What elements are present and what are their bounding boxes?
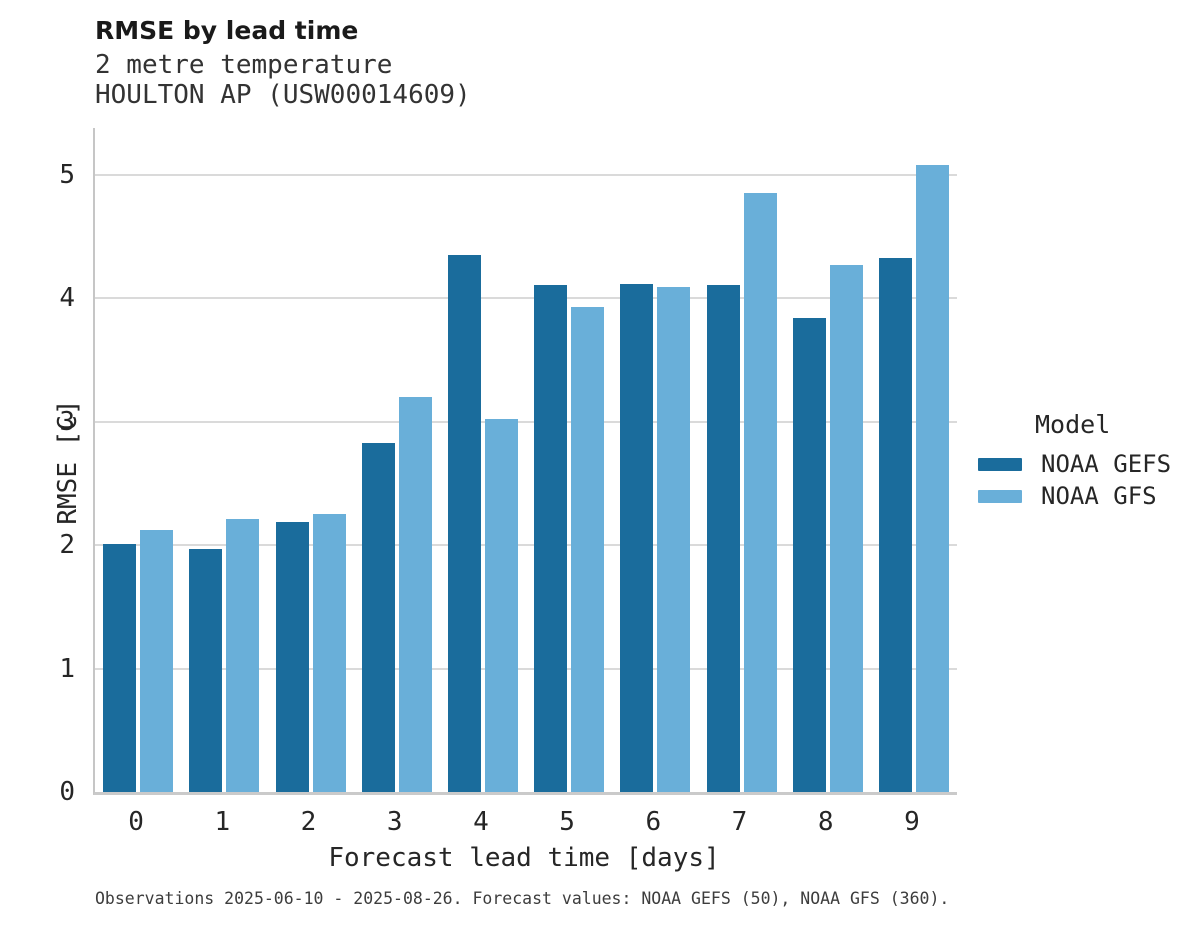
legend-label-gfs: NOAA GFS — [1041, 482, 1157, 510]
bar-noaa-gefs-day-0 — [103, 543, 137, 792]
bar-noaa-gefs-day-9 — [878, 257, 912, 792]
x-tick-label-9: 9 — [904, 807, 920, 837]
y-tick-label-2: 2 — [59, 530, 75, 561]
x-tick-label-3: 3 — [386, 807, 403, 837]
bar-noaa-gefs-day-5 — [534, 284, 568, 792]
gridline-y-5 — [95, 173, 957, 176]
legend-title: Model — [1035, 410, 1111, 439]
bar-noaa-gfs-day-5 — [571, 307, 605, 792]
chart-title: RMSE by lead time — [95, 16, 359, 45]
bar-noaa-gefs-day-6 — [620, 283, 654, 792]
bar-noaa-gfs-day-2 — [312, 514, 346, 792]
chart-subtitle-variable: 2 metre temperature — [95, 50, 393, 80]
legend: Model NOAA GEFS NOAA GFS — [978, 410, 1193, 512]
chart-subtitle-station: HOULTON AP (USW00014609) — [95, 80, 471, 110]
bar-noaa-gefs-day-1 — [189, 548, 223, 792]
bar-noaa-gfs-day-8 — [829, 265, 863, 792]
gefs-swatch-icon — [978, 457, 1022, 471]
x-axis-label: Forecast lead time [days] — [328, 843, 720, 873]
legend-item-noaa-gfs: NOAA GFS — [978, 480, 1193, 512]
bar-noaa-gefs-day-7 — [706, 284, 740, 792]
bar-noaa-gfs-day-1 — [226, 519, 260, 792]
x-tick-label-2: 2 — [300, 807, 317, 837]
gridline-y-3 — [95, 420, 957, 423]
legend-label-gefs: NOAA GEFS — [1041, 450, 1172, 478]
bar-noaa-gefs-day-8 — [792, 318, 826, 792]
bar-noaa-gfs-day-3 — [398, 397, 432, 792]
y-tick-label-3: 3 — [59, 406, 75, 437]
y-tick-label-5: 5 — [59, 159, 75, 190]
x-tick-label-7: 7 — [731, 807, 748, 837]
legend-item-noaa-gefs: NOAA GEFS — [978, 448, 1193, 480]
x-tick-label-4: 4 — [473, 807, 489, 837]
bar-noaa-gfs-day-6 — [657, 287, 691, 792]
y-tick-label-0: 0 — [59, 777, 75, 807]
gridline-y-4 — [95, 297, 957, 300]
y-tick-label-4: 4 — [59, 283, 75, 314]
x-tick-label-1: 1 — [214, 807, 231, 837]
gridline-y-1 — [95, 667, 957, 670]
gfs-swatch-icon — [978, 489, 1022, 503]
bar-noaa-gefs-day-3 — [361, 442, 395, 792]
bar-noaa-gefs-day-2 — [275, 521, 309, 792]
footer-note: Observations 2025-06-10 - 2025-08-26. Fo… — [95, 889, 950, 908]
x-tick-label-0: 0 — [128, 807, 144, 837]
x-tick-label-8: 8 — [817, 807, 834, 837]
bar-noaa-gfs-day-4 — [484, 419, 518, 792]
bar-noaa-gefs-day-4 — [447, 255, 481, 792]
x-tick-label-5: 5 — [559, 807, 575, 837]
bar-noaa-gfs-day-0 — [140, 530, 174, 792]
plot-area — [93, 128, 957, 795]
bar-noaa-gfs-day-7 — [743, 193, 777, 792]
x-tick-label-6: 6 — [645, 807, 662, 837]
bar-noaa-gfs-day-9 — [915, 165, 949, 792]
gridline-y-2 — [95, 544, 957, 547]
y-tick-label-1: 1 — [59, 653, 75, 684]
